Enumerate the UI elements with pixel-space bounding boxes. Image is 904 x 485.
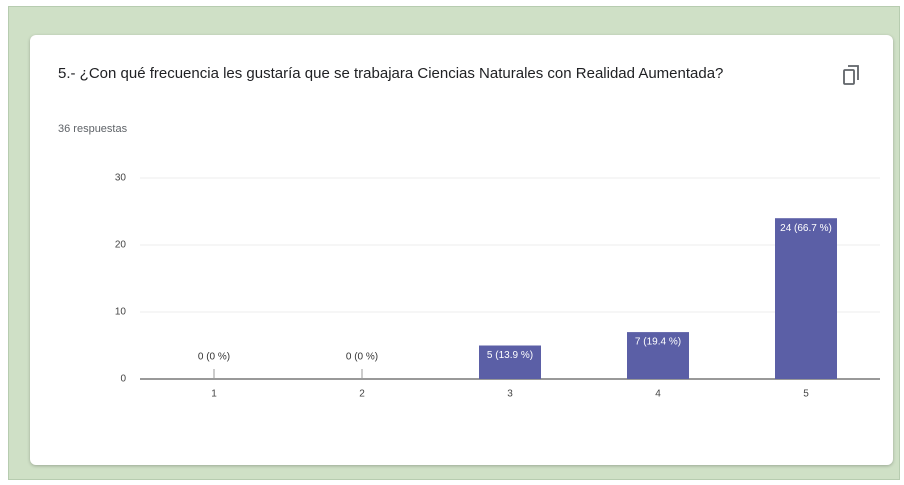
y-tick-label: 20: [115, 240, 127, 251]
y-tick-label: 0: [120, 374, 126, 385]
data-label: 7 (19.4 %): [635, 337, 681, 348]
data-label: 5 (13.9 %): [487, 350, 533, 361]
x-tick-label: 2: [359, 389, 365, 400]
x-tick-label: 4: [655, 389, 661, 400]
bar: [627, 332, 689, 379]
bar: [775, 218, 837, 379]
copy-icon[interactable]: [843, 65, 859, 85]
x-tick-label: 3: [507, 389, 513, 400]
question-title: 5.- ¿Con qué frecuencia les gustaría que…: [58, 65, 724, 82]
chart: 0 10 20 30 1 0 (0 %) 2 0 (0 %) 3 5 (13.9 %) 4 7 (19…: [115, 65, 880, 400]
data-label: 24 (66.7 %): [780, 223, 832, 234]
y-tick-label: 30: [115, 173, 127, 184]
y-tick-label: 10: [115, 307, 127, 318]
response-count: 36 respuestas: [58, 123, 128, 135]
card: 5.- ¿Con qué frecuencia les gustaría que…: [30, 35, 893, 465]
bar: [479, 345, 541, 379]
x-tick-label: 5: [803, 389, 809, 400]
data-label: 0 (0 %): [346, 352, 378, 363]
x-tick-label: 1: [211, 389, 217, 400]
data-label: 0 (0 %): [198, 352, 230, 363]
